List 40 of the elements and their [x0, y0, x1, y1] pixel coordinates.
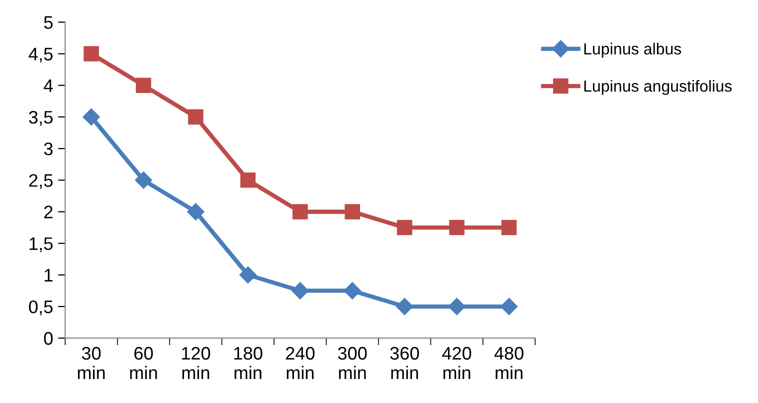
point [448, 298, 466, 316]
point [136, 78, 152, 93]
x-tick-label: 120 min [182, 346, 210, 379]
y-tick-label: 0 [44, 332, 53, 345]
y-tick-label: 3 [44, 142, 53, 156]
y-tick-label: 2 [44, 206, 52, 218]
point [500, 298, 518, 316]
point [84, 46, 99, 62]
point [344, 204, 360, 220]
point [449, 220, 464, 236]
y-tick-label: 1 [44, 269, 52, 282]
point [82, 108, 100, 126]
y-tick-label: 5 [44, 16, 53, 29]
point [188, 109, 204, 125]
x-tick-label: 300 min [338, 346, 367, 379]
point [292, 204, 308, 220]
y-tick-label: 1,5 [30, 237, 53, 252]
point [396, 220, 412, 236]
point [187, 203, 204, 220]
x-tick-label: 420 min [442, 346, 472, 379]
x-tick-label: 480 min [494, 346, 524, 379]
point [292, 282, 309, 300]
point [501, 220, 517, 236]
legend-label: Lupinus albus [584, 42, 682, 58]
x-tick-label: 60 min [130, 346, 157, 379]
y-tick-label: 2,5 [29, 174, 53, 189]
y-tick-label: 0,5 [28, 300, 53, 316]
point [396, 298, 414, 316]
point [134, 172, 152, 189]
point [240, 172, 256, 188]
point [239, 266, 256, 284]
point [344, 282, 361, 300]
y-tick-label: 4 [44, 79, 53, 92]
y-tick-label: 3,5 [28, 110, 53, 126]
x-tick-label: 240 min [286, 346, 315, 379]
x-tick-label: 180 min [234, 346, 262, 379]
x-tick-label: 360 min [390, 346, 419, 379]
x-tick-label: 30 min [78, 346, 105, 379]
y-tick-label: 4,5 [28, 48, 53, 63]
legend-label: Lupinus angustifolius [584, 80, 732, 95]
